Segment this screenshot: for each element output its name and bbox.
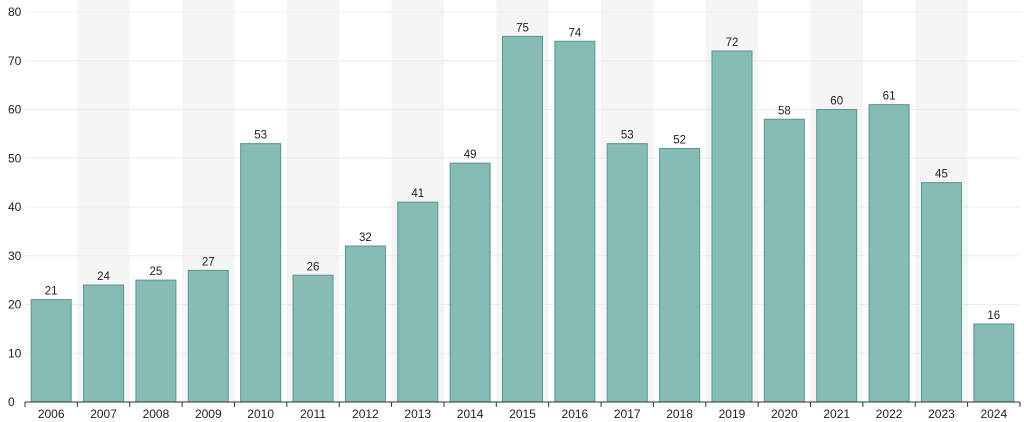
bar: [554, 40, 596, 403]
x-tick-label: 2019: [719, 407, 746, 421]
bar: [187, 269, 229, 403]
bar-value-label: 53: [254, 130, 267, 142]
x-tick-label: 2020: [771, 407, 798, 421]
bar: [502, 35, 543, 403]
bar: [83, 284, 125, 403]
x-tick-label: 2015: [509, 407, 536, 421]
bar-value-label: 60: [830, 96, 843, 108]
bar: [449, 162, 491, 403]
bar: [135, 279, 177, 403]
bar-value-label: 27: [202, 256, 215, 268]
bar: [240, 143, 282, 403]
bar: [344, 245, 386, 403]
y-axis: 0 10 20 30 40 50 60 70 80: [8, 5, 22, 409]
x-tick-label: 2009: [195, 407, 222, 421]
y-tick-label: 70: [8, 54, 22, 68]
bar: [659, 148, 701, 403]
bar-value-label: 75: [516, 22, 529, 34]
y-tick-label: 80: [8, 5, 22, 19]
y-tick-label: 0: [8, 395, 15, 409]
bar-value-label: 61: [883, 91, 896, 103]
data-labels: 21 24 25 27 53 26 32 41 49 75 74 53 52 72 58 60 61 45 16: [45, 22, 1000, 322]
bar-value-label: 49: [464, 149, 477, 161]
bar: [920, 182, 962, 403]
bar: [868, 104, 910, 403]
bar-value-label: 53: [621, 130, 634, 142]
x-tick-label: 2014: [457, 407, 484, 421]
bar-value-label: 26: [307, 261, 320, 273]
y-tick-label: 20: [8, 298, 22, 312]
x-tick-label: 2007: [90, 407, 117, 421]
bar-value-label: 32: [359, 232, 372, 244]
x-tick-label: 2011: [300, 407, 326, 421]
bar-value-label: 25: [150, 266, 163, 278]
bars: [30, 35, 1015, 403]
bar: [30, 299, 72, 403]
y-tick-label: 10: [8, 346, 22, 360]
y-tick-label: 30: [8, 249, 22, 263]
bar-value-label: 21: [45, 286, 58, 298]
y-tick-label: 50: [8, 151, 22, 165]
bar-value-label: 45: [935, 169, 948, 181]
x-tick-label: 2017: [614, 407, 641, 421]
y-tick-label: 60: [8, 103, 22, 117]
x-tick-label: 2012: [352, 407, 379, 421]
y-tick-label: 40: [8, 200, 22, 214]
x-axis: 2006 2007 2008 2009 2010 2011 2012 2013 2014 2015…: [24, 401, 1021, 421]
x-tick-label: 2021: [823, 407, 850, 421]
x-tick-label: 2023: [928, 407, 955, 421]
x-tick-label: 2008: [143, 407, 170, 421]
x-tick-label: 2006: [38, 407, 65, 421]
bar-value-label: 74: [568, 27, 581, 39]
x-tick-label: 2010: [247, 407, 274, 421]
x-tick-label: 2018: [666, 407, 693, 421]
bar: [973, 323, 1015, 403]
bar-value-label: 24: [97, 271, 110, 283]
x-tick-label: 2022: [876, 407, 903, 421]
x-tick-label: 2024: [980, 407, 1007, 421]
bar: [711, 50, 753, 403]
x-tick-label: 2016: [562, 407, 589, 421]
bar-value-label: 52: [673, 135, 686, 147]
bar: [292, 274, 334, 403]
bar-value-label: 41: [411, 188, 424, 200]
x-tick-label: 2013: [404, 407, 431, 421]
bar: [763, 118, 805, 403]
bar: [816, 109, 858, 403]
bar: [397, 201, 439, 403]
bar-value-label: 58: [778, 105, 791, 117]
bar-value-label: 72: [726, 37, 739, 49]
bar-value-label: 16: [987, 310, 1000, 322]
bar: [606, 143, 648, 403]
